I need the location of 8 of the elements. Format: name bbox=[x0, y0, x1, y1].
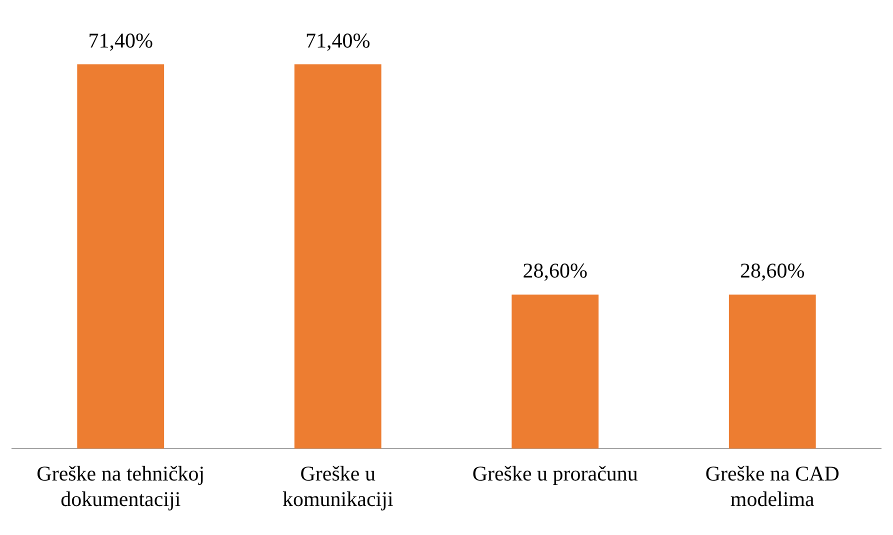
x-tick-label: Greške na tehničkoj dokumentaciji bbox=[36, 462, 205, 511]
x-tick-label: Greške na CAD modelima bbox=[705, 462, 840, 511]
data-label: 71,40% bbox=[88, 28, 153, 52]
data-label: 28,60% bbox=[522, 258, 588, 283]
data-label: 71,40% bbox=[306, 28, 370, 52]
data-label: 28,60% bbox=[740, 258, 805, 283]
x-tick-label: Greške u komunikaciji bbox=[282, 462, 394, 511]
x-tick-label: Greške u proračunu bbox=[472, 462, 638, 486]
